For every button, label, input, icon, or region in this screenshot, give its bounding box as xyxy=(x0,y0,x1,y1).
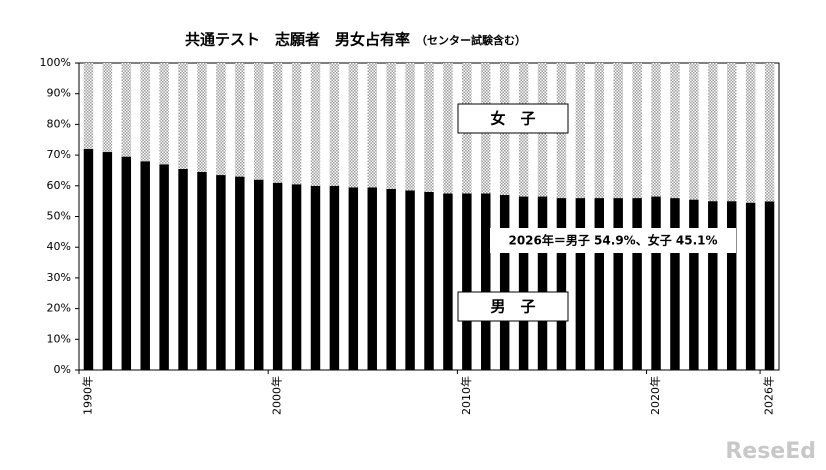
bar-segment xyxy=(424,63,434,192)
bar-segment xyxy=(121,63,132,157)
bar-segment xyxy=(140,161,150,370)
y-tick-label: 10% xyxy=(47,332,71,345)
bar-segment xyxy=(726,201,737,370)
bar-segment xyxy=(83,148,94,370)
bar-segment xyxy=(462,193,472,370)
bar-segment xyxy=(197,171,207,370)
bar-segment xyxy=(310,63,321,186)
bar-segment xyxy=(613,63,623,199)
bar-segment xyxy=(159,164,169,370)
x-tick-label: 1990年 xyxy=(80,376,94,415)
bar-segment xyxy=(670,63,680,199)
y-tick-label: 50% xyxy=(47,210,71,223)
y-tick-label: 80% xyxy=(47,117,71,130)
bar-segment xyxy=(689,63,699,200)
bar-segment xyxy=(348,63,359,188)
chart-title: 共通テスト 志願者 男女占有率 xyxy=(185,31,410,49)
bar-segment xyxy=(518,196,529,370)
y-tick-label: 30% xyxy=(47,271,71,284)
bar-segment xyxy=(348,187,359,370)
bar-segment xyxy=(405,63,415,191)
x-tick-label: 2020年 xyxy=(648,376,662,415)
bar-segment xyxy=(102,63,113,153)
bar-segment xyxy=(575,63,586,199)
x-tick-label: 2010年 xyxy=(459,376,473,415)
bar-segment xyxy=(272,182,283,370)
legend-box xyxy=(457,291,569,322)
x-tick-label: 2026年 xyxy=(762,376,776,415)
y-tick-label: 0% xyxy=(54,363,71,376)
bar-segment xyxy=(83,63,94,149)
bar-segment xyxy=(272,63,283,183)
bar-segment xyxy=(745,63,756,203)
bar-segment xyxy=(386,63,396,189)
bar-segment xyxy=(367,187,377,370)
bar-segment xyxy=(651,63,661,197)
bar-segment xyxy=(764,201,775,370)
bar-segment xyxy=(102,152,113,370)
bar-segment xyxy=(159,63,169,165)
y-tick-label: 90% xyxy=(47,87,71,100)
y-tick-label: 20% xyxy=(47,302,71,315)
bar-segment xyxy=(291,63,302,185)
bar-segment xyxy=(178,63,188,169)
annotation-box xyxy=(490,228,736,253)
bar-segment xyxy=(689,199,699,370)
chart-subtitle: （センター試験含む） xyxy=(416,33,526,47)
legend-label: 女 子 xyxy=(490,110,535,128)
bar-segment xyxy=(235,63,245,177)
bar-segment xyxy=(216,175,226,370)
bar-segment xyxy=(254,179,264,370)
bar-segment xyxy=(216,63,226,176)
legend-box xyxy=(457,103,569,134)
bar-segment xyxy=(178,168,188,370)
bar-segment xyxy=(764,63,775,202)
bar-segment xyxy=(291,184,302,370)
bar-segment xyxy=(443,193,453,370)
bar-segment xyxy=(575,198,586,370)
bar-segment xyxy=(443,63,453,194)
bar-segment xyxy=(329,63,340,186)
bar-segment xyxy=(670,198,680,370)
bar-segment xyxy=(632,63,642,199)
bar-segment xyxy=(708,201,718,370)
legend-label: 男 子 xyxy=(490,298,535,316)
bar-segment xyxy=(481,193,491,370)
bar-segment xyxy=(499,195,510,370)
bar-segment xyxy=(310,185,321,370)
bar-segment xyxy=(386,188,396,370)
y-tick-label: 40% xyxy=(47,240,71,253)
bar-segment xyxy=(594,63,604,199)
bar-segment xyxy=(197,63,207,172)
bar-segment xyxy=(745,202,756,370)
bar-segment xyxy=(329,185,340,370)
bar-segment xyxy=(726,63,737,202)
x-tick-label: 2000年 xyxy=(270,376,284,415)
bar-segment xyxy=(537,196,548,370)
bar-segment xyxy=(424,191,434,370)
watermark: ReseEd xyxy=(725,439,816,464)
bar-segment xyxy=(121,156,132,370)
y-tick-label: 70% xyxy=(47,148,71,161)
bar-segment xyxy=(613,198,623,370)
bar-segment xyxy=(405,190,415,370)
bar-segment xyxy=(651,196,661,370)
bar-segment xyxy=(556,198,567,370)
bar-segment xyxy=(235,176,245,370)
y-tick-label: 100% xyxy=(40,56,71,69)
bar-segment xyxy=(632,198,642,370)
annotation: 2026年＝男子 54.9%、女子 45.1% xyxy=(508,233,717,248)
bar-segment xyxy=(367,63,377,188)
bar-segment xyxy=(594,198,604,370)
bar-segment xyxy=(254,63,264,180)
bar-segment xyxy=(708,63,718,202)
bar-segment xyxy=(140,63,150,162)
y-tick-label: 60% xyxy=(47,179,71,192)
